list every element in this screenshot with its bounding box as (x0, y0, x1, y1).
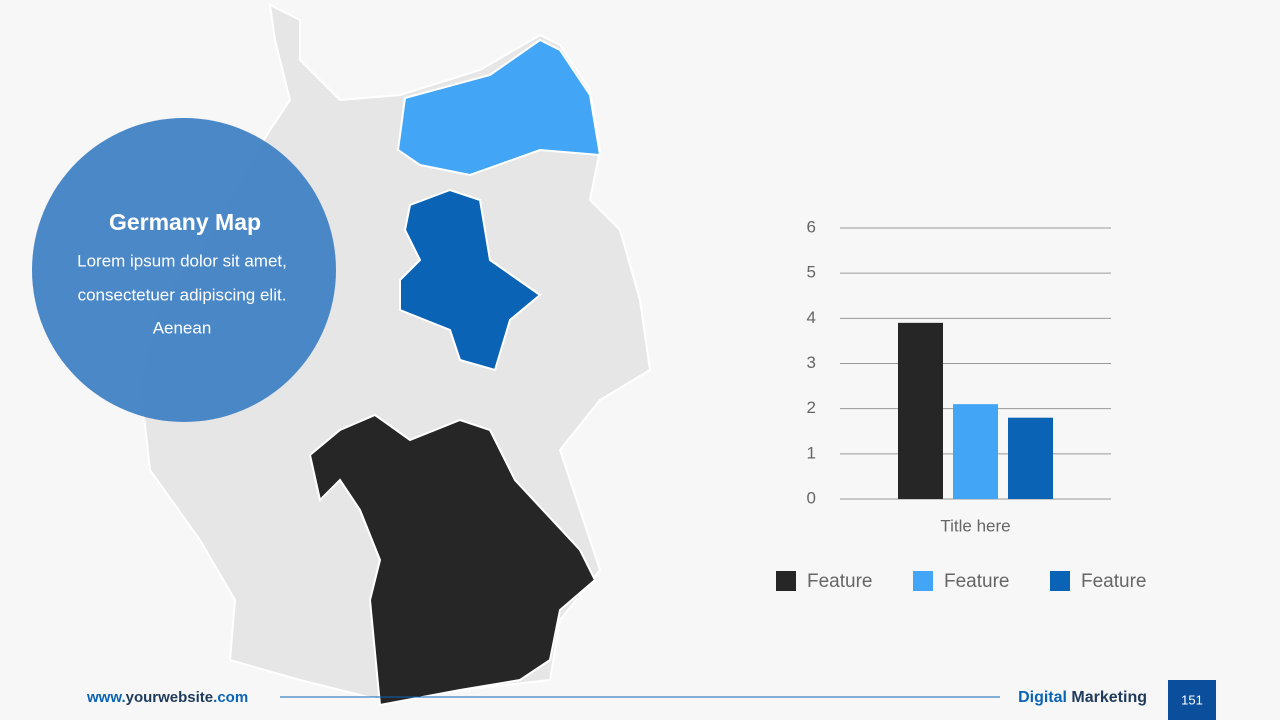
y-tick-label: 3 (807, 353, 816, 372)
region-saxony-anhalt (399, 188, 542, 372)
website-part: www. (86, 689, 126, 706)
bar-chart: 0 1 2 3 4 5 6 Title here Feature Feature Feature (776, 217, 1146, 592)
info-circle (32, 118, 336, 422)
website: www.yourwebsite.com (86, 689, 248, 706)
y-tick-label: 1 (807, 443, 816, 462)
legend-swatch (913, 571, 933, 591)
brand-part: Digital (1018, 689, 1067, 706)
legend-swatch (1050, 571, 1070, 591)
region-bavaria (308, 413, 597, 707)
y-tick-label: 5 (807, 263, 816, 282)
circle-heading: Germany Map (109, 209, 261, 235)
bar (898, 322, 943, 499)
legend-label: Feature (807, 571, 872, 592)
circle-body: Aenean (153, 318, 212, 337)
page-number: 151 (1181, 692, 1203, 707)
legend-label: Feature (944, 571, 1009, 592)
website-part: .com (213, 689, 248, 706)
circle-body: consectetuer adipiscing elit. (78, 285, 287, 304)
x-tick-label: Title here (940, 516, 1010, 535)
legend-label: Feature (1081, 571, 1146, 592)
y-tick-label: 0 (807, 488, 816, 507)
brand: Digital Marketing (1018, 689, 1147, 706)
y-tick-label: 4 (807, 308, 816, 327)
legend-swatch (776, 571, 796, 591)
website-part: yourwebsite (126, 689, 214, 706)
circle-body: Lorem ipsum dolor sit amet, (77, 251, 287, 270)
y-tick-label: 2 (807, 398, 816, 417)
page-box (1168, 680, 1216, 720)
brand-part: Marketing (1071, 689, 1147, 706)
bar (1008, 417, 1053, 499)
bar (953, 404, 998, 499)
y-tick-label: 6 (807, 217, 816, 236)
region-mecklenburg (396, 38, 602, 177)
